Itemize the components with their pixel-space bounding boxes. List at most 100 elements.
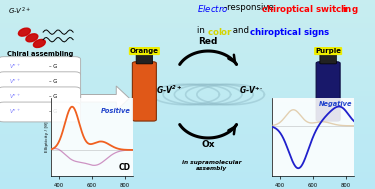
Bar bbox=[0, 129, 375, 130]
Bar bbox=[0, 70, 375, 72]
Bar bbox=[0, 62, 375, 64]
Text: $\mathbf{chiroptical\ signs}$: $\mathbf{chiroptical\ signs}$ bbox=[249, 26, 331, 39]
Bar bbox=[0, 72, 375, 74]
Bar bbox=[0, 164, 375, 166]
Bar bbox=[0, 17, 375, 19]
Bar bbox=[0, 127, 375, 129]
Bar bbox=[0, 8, 375, 9]
Text: $\bfit{G}$-$\bfit{V}^{+\bullet}$: $\bfit{G}$-$\bfit{V}^{+\bullet}$ bbox=[239, 84, 264, 96]
Ellipse shape bbox=[33, 40, 45, 47]
Bar bbox=[0, 11, 375, 13]
Bar bbox=[0, 38, 375, 40]
Bar bbox=[0, 53, 375, 55]
Bar bbox=[0, 187, 375, 189]
Bar bbox=[0, 91, 375, 93]
Bar bbox=[0, 119, 375, 121]
Bar bbox=[0, 176, 375, 178]
Bar bbox=[0, 87, 375, 89]
Bar bbox=[0, 161, 375, 163]
Bar bbox=[0, 81, 375, 83]
Bar bbox=[0, 85, 375, 87]
Bar bbox=[0, 28, 375, 30]
Bar bbox=[0, 32, 375, 34]
Bar bbox=[0, 166, 375, 168]
Text: – G: – G bbox=[49, 64, 57, 69]
Bar bbox=[0, 153, 375, 155]
Bar bbox=[0, 9, 375, 11]
Bar bbox=[0, 123, 375, 125]
Bar bbox=[0, 168, 375, 170]
Bar bbox=[0, 115, 375, 117]
Text: $V^{n+}$: $V^{n+}$ bbox=[9, 107, 21, 116]
Bar bbox=[0, 34, 375, 36]
Bar bbox=[0, 185, 375, 187]
Bar bbox=[0, 146, 375, 147]
Bar bbox=[0, 15, 375, 17]
Text: $G$-$V^{2+}$: $G$-$V^{2+}$ bbox=[8, 6, 30, 17]
FancyBboxPatch shape bbox=[316, 62, 340, 121]
Bar bbox=[0, 108, 375, 110]
Bar bbox=[0, 21, 375, 23]
Bar bbox=[0, 0, 375, 2]
Bar bbox=[0, 104, 375, 106]
Bar bbox=[0, 134, 375, 136]
Text: $\mathbf{chiroptical\ switch}$: $\mathbf{chiroptical\ switch}$ bbox=[261, 3, 348, 16]
Bar bbox=[0, 180, 375, 181]
Bar bbox=[0, 149, 375, 151]
Text: $\bfit{G}$-$\bfit{V}^{2+}$: $\bfit{G}$-$\bfit{V}^{2+}$ bbox=[156, 84, 182, 96]
Bar bbox=[0, 4, 375, 6]
Bar bbox=[0, 6, 375, 8]
Bar bbox=[0, 74, 375, 76]
Bar bbox=[0, 68, 375, 70]
Text: and: and bbox=[230, 26, 251, 35]
Ellipse shape bbox=[18, 28, 30, 36]
Polygon shape bbox=[81, 86, 129, 111]
Bar bbox=[0, 157, 375, 159]
Bar bbox=[0, 172, 375, 174]
FancyBboxPatch shape bbox=[0, 72, 81, 92]
FancyBboxPatch shape bbox=[132, 62, 156, 121]
Bar bbox=[0, 51, 375, 53]
Bar bbox=[0, 76, 375, 77]
Text: Positive: Positive bbox=[101, 108, 130, 114]
Bar bbox=[0, 100, 375, 102]
Bar bbox=[0, 96, 375, 98]
Bar bbox=[0, 102, 375, 104]
Bar bbox=[0, 112, 375, 113]
Text: -responsive: -responsive bbox=[224, 3, 276, 12]
Bar bbox=[0, 138, 375, 140]
Bar bbox=[0, 19, 375, 21]
Bar bbox=[0, 110, 375, 112]
Bar bbox=[0, 40, 375, 42]
Text: – G: – G bbox=[49, 94, 57, 99]
Bar bbox=[0, 106, 375, 108]
Bar bbox=[0, 94, 375, 96]
Text: $\mathbf{color}$: $\mathbf{color}$ bbox=[207, 26, 233, 36]
Text: Red: Red bbox=[198, 37, 218, 46]
Bar bbox=[0, 183, 375, 185]
Bar bbox=[0, 13, 375, 15]
Text: $V^{n+}$: $V^{n+}$ bbox=[9, 77, 21, 86]
Bar bbox=[0, 151, 375, 153]
Bar bbox=[0, 47, 375, 49]
Bar bbox=[0, 113, 375, 115]
Bar bbox=[0, 45, 375, 47]
Bar bbox=[0, 140, 375, 142]
Bar bbox=[0, 181, 375, 183]
Bar bbox=[0, 130, 375, 132]
Bar bbox=[0, 43, 375, 45]
Bar bbox=[0, 2, 375, 4]
Bar bbox=[0, 121, 375, 123]
FancyBboxPatch shape bbox=[320, 54, 336, 64]
Text: $V^{n+}$: $V^{n+}$ bbox=[9, 62, 21, 71]
Bar bbox=[0, 117, 375, 119]
Bar bbox=[0, 23, 375, 25]
Bar bbox=[0, 49, 375, 51]
Bar bbox=[0, 60, 375, 62]
Text: Purple: Purple bbox=[315, 48, 341, 54]
Bar bbox=[0, 55, 375, 57]
FancyBboxPatch shape bbox=[136, 54, 153, 64]
Text: Ox: Ox bbox=[201, 140, 215, 149]
Bar bbox=[0, 98, 375, 100]
Text: Negative: Negative bbox=[318, 101, 352, 107]
